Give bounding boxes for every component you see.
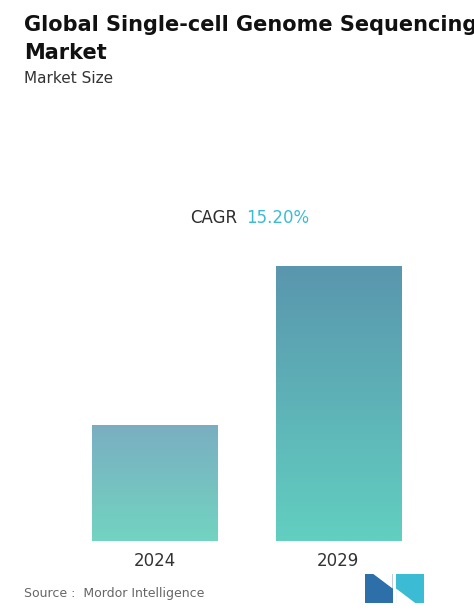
Text: 15.20%: 15.20% — [246, 209, 310, 228]
Polygon shape — [365, 574, 392, 603]
Text: Market Size: Market Size — [24, 71, 113, 85]
Text: Source :  Mordor Intelligence: Source : Mordor Intelligence — [24, 587, 204, 600]
Polygon shape — [396, 574, 424, 603]
Polygon shape — [396, 589, 416, 603]
Text: CAGR: CAGR — [190, 209, 237, 228]
Text: Market: Market — [24, 43, 107, 63]
Text: Global Single-cell Genome Sequencing: Global Single-cell Genome Sequencing — [24, 15, 474, 36]
Polygon shape — [373, 574, 392, 589]
